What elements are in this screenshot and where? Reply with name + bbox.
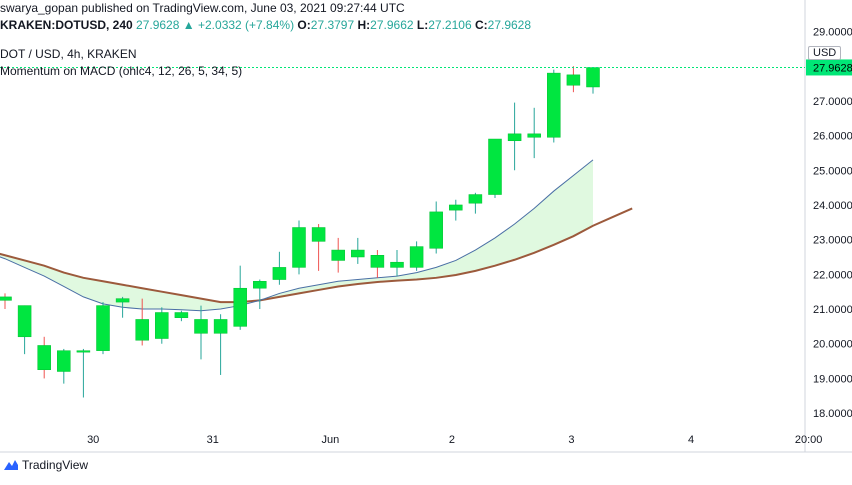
- y-tick-label: 22.0000: [813, 269, 852, 281]
- candle-body: [331, 249, 345, 261]
- high-value: 27.9662: [370, 18, 414, 32]
- y-tick-label: 19.0000: [813, 373, 852, 385]
- x-tick-label: 4: [688, 434, 694, 446]
- candle-body: [155, 312, 169, 339]
- candle-body: [370, 255, 385, 268]
- candle-body: [409, 246, 424, 268]
- last-price-tag: [806, 59, 852, 76]
- x-tick-label: 2: [449, 434, 455, 446]
- close-value: 27.9628: [487, 18, 532, 32]
- slow-ma-line: [0, 207, 633, 304]
- fast-ma-line: [0, 159, 594, 312]
- candle-body: [429, 211, 443, 249]
- y-tick-label: 27.0000: [813, 96, 852, 108]
- candle-body: [0, 296, 12, 301]
- x-tick-label: Jun: [321, 434, 339, 446]
- up-arrow-icon: ▲: [182, 18, 195, 32]
- candle-body: [37, 345, 51, 371]
- candle-body: [233, 287, 247, 327]
- ohlc-header: KRAKEN:DOTUSD, 240 27.9628 ▲ +2.0332 (+7…: [0, 18, 531, 32]
- candle-body: [351, 249, 365, 258]
- candle-body: [527, 133, 541, 138]
- low-label: L:: [416, 18, 429, 32]
- candle-body: [272, 267, 287, 280]
- y-tick-label: 21.0000: [813, 304, 852, 316]
- high-label: H:: [357, 18, 371, 32]
- candle-body: [449, 204, 463, 211]
- candle-body: [488, 138, 502, 195]
- y-tick-label: 29.0000: [813, 26, 852, 38]
- x-tick-label: 3: [568, 434, 574, 446]
- x-tick-label: 30: [87, 434, 99, 446]
- published-line: swarya_gopan published on TradingView.co…: [0, 1, 405, 15]
- y-tick-label: 24.0000: [813, 200, 852, 212]
- candle-body: [390, 261, 404, 268]
- low-value: 27.2106: [428, 18, 472, 32]
- candle-body: [547, 72, 561, 138]
- close-label: C:: [474, 18, 488, 32]
- y-tick-label: 20.0000: [813, 339, 852, 351]
- candle-body: [174, 312, 189, 318]
- last-price: 27.9628: [136, 18, 180, 32]
- x-tick-label: 20:00: [795, 434, 823, 446]
- open-label: O:: [297, 18, 311, 32]
- candle-body: [292, 227, 306, 268]
- tradingview-brand[interactable]: TradingView: [4, 458, 88, 472]
- candle-body: [57, 350, 71, 372]
- symbol-label: KRAKEN:DOTUSD, 240: [0, 18, 133, 32]
- y-tick-label: 26.0000: [813, 131, 852, 143]
- symbol-legend: DOT / USD, 4h, KRAKEN: [0, 47, 137, 61]
- candle-body: [566, 74, 581, 86]
- x-tick-label: 31: [207, 434, 219, 446]
- y-tick-label: 23.0000: [813, 235, 852, 247]
- y-tick-label: 18.0000: [813, 408, 852, 420]
- candle-body: [586, 67, 600, 88]
- candle-body: [115, 298, 130, 303]
- publish-info: swarya_gopan published on TradingView.co…: [0, 1, 405, 15]
- tradingview-logo-icon: [4, 460, 18, 470]
- candle-body: [213, 319, 228, 334]
- currency-badge[interactable]: USD: [808, 46, 842, 60]
- open-value: 27.3797: [310, 18, 355, 32]
- macd-fill-area: [0, 159, 593, 311]
- candle-body: [96, 305, 110, 351]
- brand-label: TradingView: [22, 458, 89, 472]
- candle-body: [311, 227, 326, 242]
- y-tick-label: 25.0000: [813, 165, 852, 177]
- candle-body: [135, 319, 149, 341]
- candle-body: [194, 319, 208, 334]
- candle-body: [468, 194, 483, 204]
- candle-body: [253, 281, 267, 289]
- last-price-label: 27.9628: [813, 62, 852, 74]
- indicator-legend[interactable]: Momentum on MACD (ohlc4, 12, 26, 5, 34, …: [0, 64, 243, 78]
- candle-body: [17, 305, 32, 338]
- candle-body: [76, 350, 91, 353]
- candle-body: [507, 133, 522, 142]
- price-change: +2.0332 (+7.84%): [198, 18, 295, 32]
